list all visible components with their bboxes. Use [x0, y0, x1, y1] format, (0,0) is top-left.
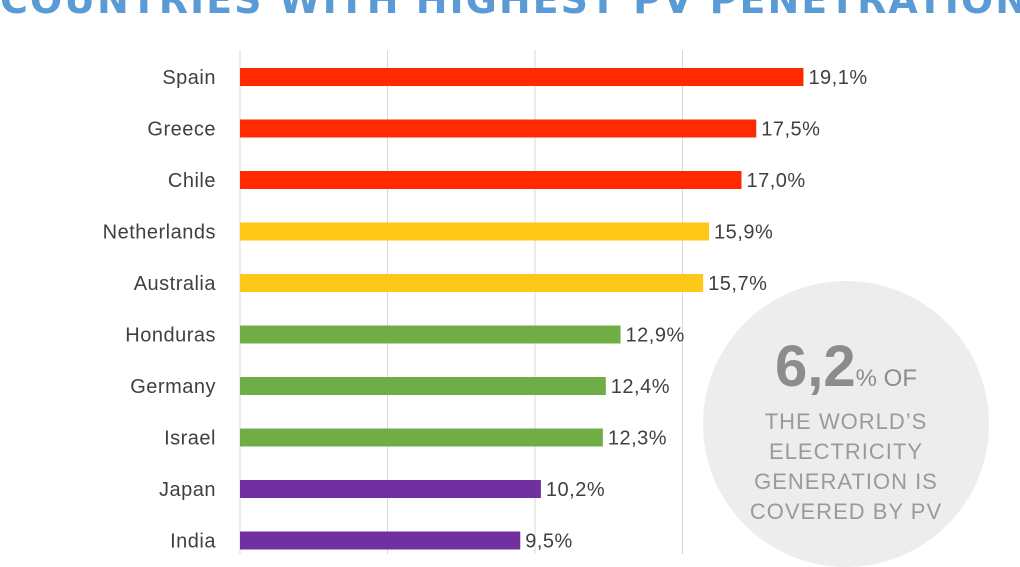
bar-greece: [240, 119, 757, 138]
value-label: 9,5%: [525, 531, 573, 553]
bar-israel: [240, 428, 603, 447]
value-label: 17,0%: [747, 170, 806, 192]
bar-india: [240, 531, 521, 550]
value-label: 10,2%: [546, 479, 605, 501]
bar-japan: [240, 480, 541, 498]
bar-chile: [240, 171, 742, 189]
bar-chart: Spain Greece Chile Netherlands Australia Hond…: [103, 50, 867, 554]
value-label: 19,1%: [808, 67, 867, 89]
value-label: 17,5%: [761, 119, 820, 141]
bar-honduras: [240, 325, 621, 344]
callout-line: THE WORLD’S: [764, 409, 928, 434]
value-label: 15,7%: [708, 273, 767, 295]
category-label: Chile: [168, 170, 216, 192]
category-labels: Spain Greece Chile Netherlands Australia Hond…: [103, 67, 217, 553]
value-label: 12,4%: [611, 376, 670, 398]
callout-text: THE WORLD’S ELECTRICITY GENERATION IS CO…: [703, 407, 989, 527]
category-label: Honduras: [125, 325, 216, 347]
value-label: 12,9%: [626, 325, 685, 347]
bar-spain: [240, 68, 804, 86]
value-label: 15,9%: [714, 222, 773, 244]
callout-line: GENERATION IS: [754, 469, 938, 494]
bars: [240, 68, 804, 550]
bar-germany: [240, 377, 606, 395]
category-label: Israel: [164, 428, 216, 450]
value-labels: 19,1% 17,5% 17,0% 15,9% 15,7% 12,9% 12,4% 12,3%…: [525, 67, 867, 553]
bar-netherlands: [240, 222, 710, 241]
value-label: 12,3%: [608, 428, 667, 450]
callout-suffix: % OF: [855, 365, 917, 392]
callout-value: 6,2: [775, 334, 856, 399]
category-label: India: [170, 531, 216, 553]
callout-headline: 6,2% OF: [703, 333, 989, 400]
category-label: Japan: [159, 479, 216, 501]
callout-circle: 6,2% OF THE WORLD’S ELECTRICITY GENERATI…: [703, 281, 989, 567]
category-label: Australia: [134, 273, 217, 295]
callout-line: ELECTRICITY: [768, 439, 924, 464]
category-label: Spain: [162, 67, 216, 89]
category-label: Germany: [130, 376, 216, 398]
bar-australia: [240, 274, 704, 292]
callout-line: COVERED BY PV: [749, 499, 943, 524]
chart-title: COUNTRIES WITH HIGHEST PV PENETRATION: [0, 0, 1020, 22]
category-label: Netherlands: [103, 222, 216, 244]
category-label: Greece: [147, 119, 216, 141]
